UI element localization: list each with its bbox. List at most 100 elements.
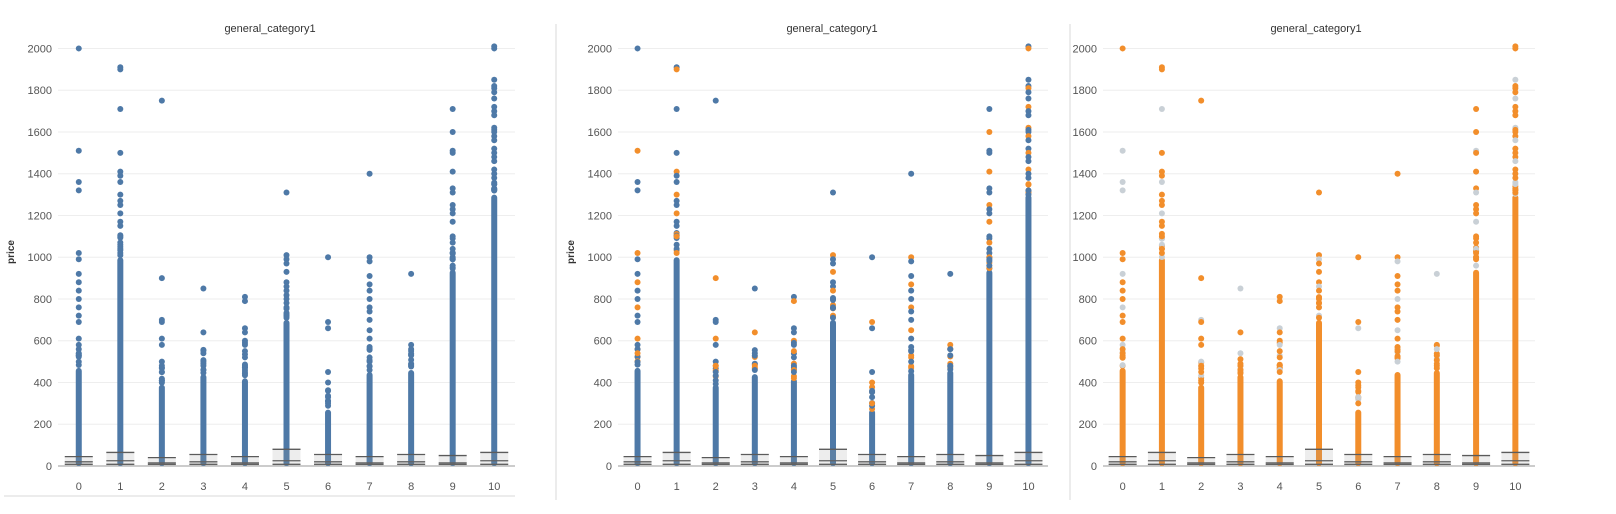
data-point bbox=[790, 293, 797, 300]
box-band bbox=[779, 456, 808, 466]
data-point bbox=[673, 66, 680, 73]
data-point bbox=[75, 279, 82, 286]
data-point bbox=[1198, 362, 1205, 369]
data-point bbox=[449, 245, 456, 252]
data-point bbox=[1512, 76, 1519, 83]
data-point bbox=[1025, 174, 1032, 181]
data-point bbox=[1512, 128, 1519, 135]
data-point bbox=[1158, 105, 1165, 112]
data-point bbox=[986, 206, 993, 213]
dense-points-4 bbox=[1276, 378, 1283, 466]
data-point bbox=[117, 218, 124, 225]
data-point bbox=[1355, 387, 1362, 394]
y-tick-label: 200 bbox=[34, 419, 52, 431]
data-point bbox=[1512, 137, 1519, 144]
data-point bbox=[117, 66, 124, 73]
data-point bbox=[75, 335, 82, 342]
y-tick-label: 0 bbox=[46, 461, 52, 473]
y-tick-label: 600 bbox=[34, 336, 52, 348]
data-point bbox=[1025, 85, 1032, 92]
data-point bbox=[75, 295, 82, 302]
y-tick-label: 1600 bbox=[1073, 127, 1097, 139]
data-point bbox=[491, 137, 498, 144]
data-point bbox=[790, 348, 797, 355]
data-point bbox=[75, 270, 82, 277]
data-point bbox=[1025, 95, 1032, 102]
data-point bbox=[947, 352, 954, 359]
data-point bbox=[634, 147, 641, 154]
data-point bbox=[1512, 187, 1519, 194]
dense-points-4 bbox=[790, 378, 797, 466]
box-band bbox=[272, 449, 301, 466]
data-point bbox=[241, 369, 248, 376]
data-point bbox=[1237, 329, 1244, 336]
data-point bbox=[283, 256, 290, 263]
data-point bbox=[1512, 166, 1519, 173]
x-tick-label: 9 bbox=[1473, 481, 1479, 493]
x-tick-label: 10 bbox=[1509, 481, 1521, 493]
data-point bbox=[1355, 369, 1362, 376]
data-point bbox=[491, 95, 498, 102]
data-point bbox=[1316, 260, 1322, 267]
data-point bbox=[1025, 187, 1032, 194]
data-point bbox=[1394, 281, 1401, 288]
box-band bbox=[314, 454, 343, 466]
data-point bbox=[1473, 218, 1480, 225]
data-point bbox=[790, 354, 797, 361]
data-point bbox=[634, 350, 641, 357]
data-point bbox=[449, 168, 456, 175]
data-point bbox=[1276, 325, 1283, 332]
data-point bbox=[325, 254, 332, 261]
data-point bbox=[1512, 85, 1519, 92]
data-point bbox=[449, 189, 456, 196]
box-band bbox=[438, 455, 467, 466]
data-point bbox=[673, 172, 680, 179]
data-point bbox=[366, 358, 373, 365]
data-point bbox=[1512, 133, 1519, 140]
data-point bbox=[634, 318, 641, 325]
y-axis-label: price bbox=[6, 240, 17, 264]
box-band bbox=[740, 454, 769, 466]
box-band bbox=[189, 454, 218, 466]
y-tick-label: 200 bbox=[594, 419, 612, 431]
data-point bbox=[712, 369, 719, 376]
data-point bbox=[908, 258, 915, 265]
data-point bbox=[1394, 258, 1401, 265]
data-point bbox=[1025, 145, 1032, 152]
y-tick-label: 1800 bbox=[588, 85, 612, 97]
data-point bbox=[325, 400, 332, 407]
data-point bbox=[117, 241, 124, 248]
data-point bbox=[634, 256, 641, 263]
data-point bbox=[1394, 287, 1401, 294]
data-point bbox=[366, 281, 373, 288]
data-point bbox=[869, 387, 876, 394]
data-point bbox=[1119, 147, 1126, 154]
data-point bbox=[75, 312, 82, 319]
data-point bbox=[1119, 187, 1126, 194]
chart-title: general_category1 bbox=[224, 23, 315, 35]
dense-points-10 bbox=[491, 194, 498, 466]
data-point bbox=[986, 189, 993, 196]
x-tick-label: 5 bbox=[283, 481, 289, 493]
data-point bbox=[673, 105, 680, 112]
data-point bbox=[75, 256, 82, 263]
box-band bbox=[355, 456, 384, 466]
data-point bbox=[1158, 241, 1165, 248]
data-point bbox=[1473, 168, 1480, 175]
dense-points-5 bbox=[830, 319, 836, 466]
data-point bbox=[158, 341, 165, 348]
y-tick-label: 1200 bbox=[588, 210, 612, 222]
data-point bbox=[366, 273, 373, 280]
data-point bbox=[751, 366, 758, 373]
data-point bbox=[1198, 335, 1205, 342]
data-point bbox=[491, 170, 498, 177]
data-point bbox=[75, 350, 82, 357]
x-tick-label: 0 bbox=[1120, 481, 1126, 493]
data-point bbox=[790, 362, 797, 369]
data-point bbox=[986, 168, 993, 175]
data-point bbox=[1355, 325, 1362, 332]
data-point bbox=[158, 97, 165, 104]
data-point bbox=[947, 346, 954, 353]
data-point bbox=[634, 341, 641, 348]
box-band bbox=[623, 456, 652, 466]
